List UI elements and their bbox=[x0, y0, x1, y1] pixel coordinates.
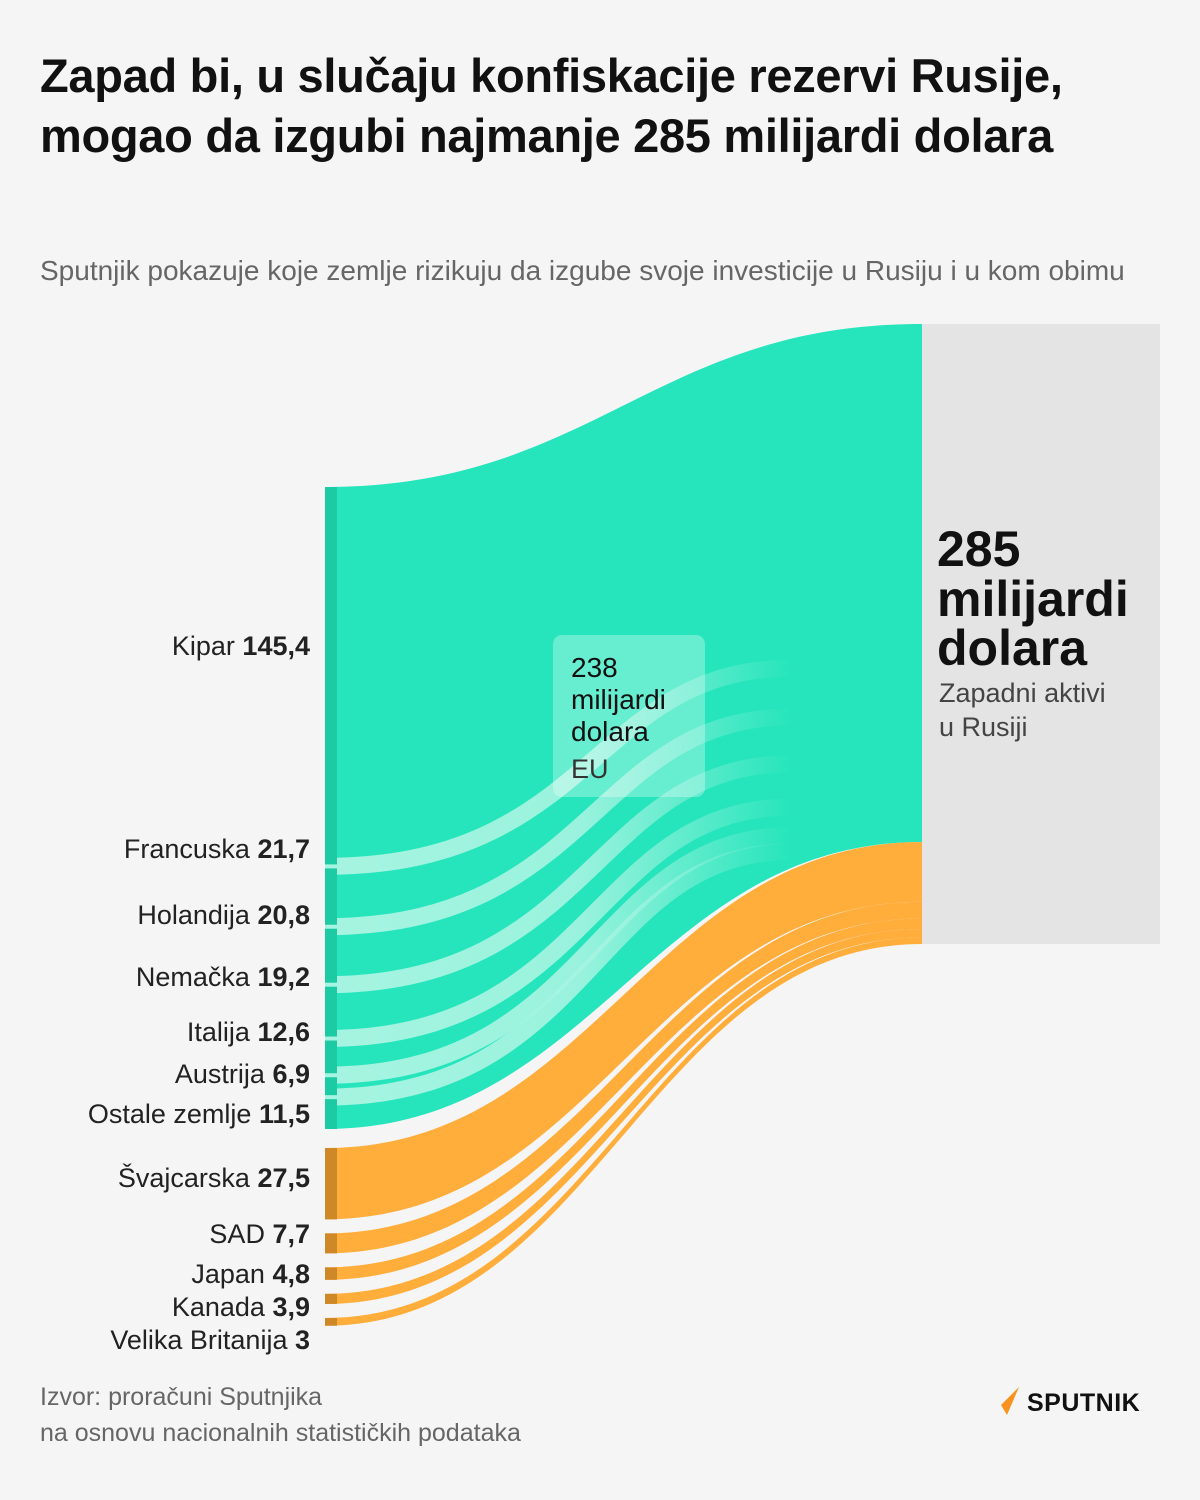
source-label: Holandija 20,8 bbox=[137, 900, 310, 930]
source-node-bar bbox=[325, 1040, 337, 1074]
non-eu-flow bbox=[325, 918, 922, 1280]
source-node-bar bbox=[325, 1233, 337, 1254]
source-name: Austrija bbox=[175, 1059, 273, 1089]
source-name: Ostale zemlje bbox=[88, 1099, 259, 1129]
non-eu-flow-band bbox=[325, 841, 922, 1220]
source-node-bar bbox=[325, 1267, 337, 1280]
source-label: Kanada 3,9 bbox=[172, 1292, 310, 1322]
chart-subtitle: Sputnjik pokazuje koje zemlje rizikuju d… bbox=[40, 255, 1125, 286]
source-name: SAD bbox=[209, 1219, 272, 1249]
source-value: 12,6 bbox=[257, 1017, 310, 1047]
source-name: Kanada bbox=[172, 1292, 273, 1322]
brand-name: SPUTNIK bbox=[1027, 1388, 1141, 1417]
source-node-bar bbox=[325, 868, 337, 925]
source-name: Nemačka bbox=[136, 962, 258, 992]
source-name: Kipar bbox=[172, 631, 243, 661]
source-node-bar bbox=[325, 487, 337, 865]
non-eu-flow bbox=[325, 901, 922, 1254]
eu-total-value: 238 bbox=[571, 652, 618, 683]
source-nodes bbox=[325, 487, 337, 1326]
source-value: 7,7 bbox=[272, 1219, 310, 1249]
total-unit-line1: milijardi bbox=[937, 571, 1129, 627]
eu-total-unit-line2: dolara bbox=[571, 716, 649, 747]
source-node-bar bbox=[325, 1317, 337, 1326]
source-name: Italija bbox=[187, 1017, 258, 1047]
sputnik-logo: SPUTNIK bbox=[985, 1385, 1140, 1421]
source-note: Izvor: proračuni Sputnjika na osnovu nac… bbox=[40, 1380, 521, 1451]
source-value: 27,5 bbox=[257, 1163, 310, 1193]
eu-badge-box bbox=[553, 635, 705, 797]
source-label: Austrija 6,9 bbox=[175, 1059, 310, 1089]
eu-flow-separators bbox=[324, 659, 791, 1106]
eu-flow-separator bbox=[324, 827, 791, 1084]
total-label: 285 milijardi dolara Zapadni aktivi u Ru… bbox=[937, 521, 1129, 742]
source-labels: Kipar 145,4 Francuska 21,7 Holandija 20,8 N… bbox=[88, 631, 310, 1355]
source-value: 21,7 bbox=[257, 834, 310, 864]
source-name: Holandija bbox=[137, 900, 257, 930]
source-name: Francuska bbox=[124, 834, 258, 864]
non-eu-flow bbox=[325, 937, 922, 1326]
eu-flow-separator bbox=[324, 755, 791, 994]
source-value: 19,2 bbox=[257, 962, 310, 992]
source-node-bar bbox=[325, 1148, 337, 1220]
non-eu-flows bbox=[325, 901, 922, 1326]
source-node-bar bbox=[325, 986, 337, 1037]
eu-flow-separator bbox=[324, 843, 791, 1106]
eu-flow-separator bbox=[324, 708, 791, 936]
source-value: 145,4 bbox=[242, 631, 310, 661]
source-label: Japan 4,8 bbox=[191, 1259, 310, 1289]
source-label: Švajcarska 27,5 bbox=[118, 1162, 310, 1193]
sputnik-logo-icon bbox=[987, 1387, 1019, 1419]
source-label: Nemačka 19,2 bbox=[136, 962, 310, 992]
non-eu-flow bbox=[325, 928, 922, 1304]
source-value: 6,9 bbox=[272, 1059, 310, 1089]
eu-total-badge: 238 milijardi dolara EU bbox=[553, 635, 705, 797]
eu-caption: EU bbox=[571, 754, 609, 784]
total-unit-line2: dolara bbox=[937, 620, 1088, 676]
source-label: Kipar 145,4 bbox=[172, 631, 310, 661]
source-name: Velika Britanija bbox=[110, 1325, 295, 1355]
source-node-bar bbox=[325, 928, 337, 983]
source-label: Italija 12,6 bbox=[187, 1017, 310, 1047]
total-caption-line1: Zapadni aktivi bbox=[939, 678, 1106, 708]
source-line-1: Izvor: proračuni Sputnjika bbox=[40, 1383, 323, 1411]
source-value: 3,9 bbox=[272, 1292, 310, 1322]
source-value: 20,8 bbox=[257, 900, 310, 930]
source-label: SAD 7,7 bbox=[209, 1219, 310, 1249]
source-value: 3 bbox=[295, 1325, 310, 1355]
total-caption-line2: u Rusiji bbox=[939, 712, 1028, 742]
chart-title: Zapad bi, u slučaju konfiskacije rezervi… bbox=[40, 49, 1063, 162]
source-value: 11,5 bbox=[259, 1099, 310, 1129]
source-value: 4,8 bbox=[272, 1259, 310, 1289]
eu-flow-separator bbox=[324, 659, 791, 875]
source-label: Velika Britanija 3 bbox=[110, 1325, 310, 1355]
eu-total-unit-line1: milijardi bbox=[571, 684, 666, 715]
eu-flow-separator bbox=[324, 798, 791, 1048]
source-node-bar bbox=[325, 1077, 337, 1096]
source-name: Japan bbox=[191, 1259, 272, 1289]
total-node bbox=[922, 324, 1160, 944]
source-node-bar bbox=[325, 1099, 337, 1129]
source-node-bar bbox=[325, 1293, 337, 1304]
source-label: Francuska 21,7 bbox=[124, 834, 310, 864]
source-name: Švajcarska bbox=[118, 1162, 258, 1193]
total-value: 285 bbox=[937, 521, 1020, 577]
source-label: Ostale zemlje 11,5 bbox=[88, 1099, 310, 1129]
source-line-2: na osnovu nacionalnih statističkih podat… bbox=[40, 1418, 521, 1447]
